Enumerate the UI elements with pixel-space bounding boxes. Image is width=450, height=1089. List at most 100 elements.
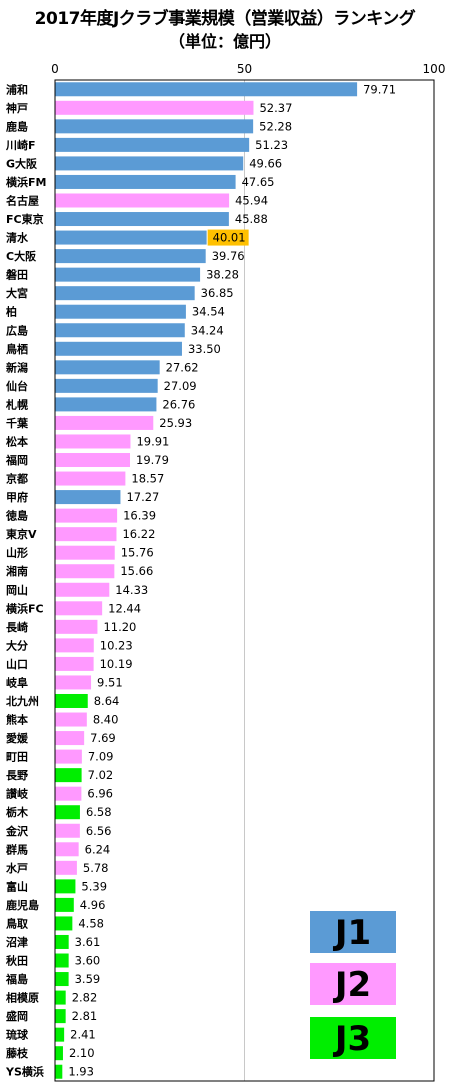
value-label: 6.96: [87, 787, 113, 801]
value-label: 14.33: [115, 583, 148, 597]
value-label: 2.41: [70, 1028, 96, 1042]
value-label: 8.40: [93, 713, 119, 727]
value-label: 16.22: [122, 527, 155, 541]
category-label: 磐田: [6, 268, 28, 282]
value-label: 25.93: [159, 416, 192, 430]
category-label: 鳥栖: [6, 342, 28, 356]
value-label: 3.60: [75, 954, 101, 968]
bar: [55, 323, 185, 338]
legend-label: J1: [333, 913, 371, 953]
category-label: 柏: [6, 305, 17, 319]
legend-label: J3: [333, 1019, 371, 1059]
category-label: 横浜FM: [6, 175, 46, 189]
bar: [55, 805, 80, 820]
bar: [55, 1064, 63, 1079]
value-label: 45.88: [235, 212, 268, 226]
value-label: 79.71: [363, 82, 396, 96]
bar: [55, 156, 244, 171]
bar: [55, 137, 250, 152]
bar: [55, 656, 94, 671]
category-label: 長野: [6, 769, 28, 782]
bar: [55, 453, 131, 468]
category-label: 熊本: [6, 713, 28, 727]
category-label: 神戸: [6, 101, 28, 115]
bar: [55, 1009, 66, 1024]
bar: [55, 230, 207, 245]
bar: [55, 934, 69, 949]
value-label: 6.56: [86, 824, 112, 838]
category-label: G大阪: [6, 156, 38, 170]
value-label: 5.78: [83, 861, 109, 875]
bar: [55, 304, 186, 319]
category-label: 鳥取: [6, 916, 28, 930]
value-label: 10.19: [100, 657, 133, 671]
category-label: FC東京: [6, 212, 44, 226]
bar: [55, 582, 110, 597]
category-label: 徳島: [5, 509, 28, 523]
bar: [55, 397, 157, 412]
bar: [55, 434, 131, 449]
value-label: 18.57: [131, 472, 164, 486]
bar: [55, 601, 103, 616]
bar: [55, 471, 126, 486]
bar: [55, 860, 77, 875]
category-label: C大阪: [6, 249, 37, 263]
legend-label: J2: [333, 965, 371, 1005]
value-label: 3.61: [75, 935, 101, 949]
category-label: 讃岐: [6, 787, 29, 801]
category-label: 岐阜: [6, 675, 28, 689]
bar: [55, 378, 158, 393]
category-label: 水戸: [6, 861, 28, 875]
category-label: 北九州: [6, 694, 39, 708]
category-label: 鹿児島: [6, 898, 39, 912]
value-label: 2.10: [69, 1046, 95, 1060]
value-label: 52.37: [259, 101, 292, 115]
category-label: 富山: [6, 879, 28, 893]
bar: [55, 897, 74, 912]
bar: [55, 490, 121, 505]
bar: [55, 768, 82, 783]
bar: [55, 731, 85, 746]
category-label: 名古屋: [6, 193, 39, 207]
bar: [55, 879, 76, 894]
category-label: 沼津: [6, 935, 28, 949]
category-label: 町田: [6, 751, 28, 764]
bar: [55, 415, 154, 430]
bar: [55, 286, 195, 301]
category-label: 山口: [6, 657, 28, 671]
bar: [55, 249, 206, 264]
category-label: 大宮: [6, 286, 28, 300]
chart-subtitle: （単位：億円）: [168, 32, 281, 51]
category-label: 金沢: [5, 824, 29, 838]
value-label: 5.39: [81, 879, 107, 893]
value-label: 8.64: [94, 694, 120, 708]
value-label: 51.23: [255, 138, 288, 152]
bar: [55, 638, 94, 653]
value-label: 7.02: [88, 768, 114, 782]
category-label: 大分: [6, 638, 28, 652]
bar: [55, 545, 115, 560]
value-label: 49.66: [249, 156, 282, 170]
value-label: 11.20: [103, 620, 136, 634]
bar: [55, 786, 82, 801]
category-label: 浦和: [6, 82, 28, 96]
category-label: 松本: [6, 434, 28, 448]
category-label: 千葉: [6, 416, 29, 430]
bar: [55, 193, 230, 208]
value-label: 52.28: [259, 119, 292, 133]
category-label: 鹿島: [6, 119, 28, 133]
value-label: 2.81: [72, 1009, 98, 1023]
value-label: 6.24: [85, 842, 111, 856]
bar: [55, 749, 82, 764]
value-label: 47.65: [242, 175, 275, 189]
value-label: 19.91: [136, 434, 169, 448]
category-label: 群馬: [5, 842, 28, 856]
category-label: 琉球: [6, 1028, 29, 1042]
value-label: 34.24: [191, 323, 224, 337]
category-label: 藤枝: [6, 1046, 29, 1060]
legend-swatch-j1: [310, 911, 396, 953]
value-label: 19.79: [136, 453, 169, 467]
value-label: 39.76: [212, 249, 245, 263]
bar: [55, 360, 160, 375]
